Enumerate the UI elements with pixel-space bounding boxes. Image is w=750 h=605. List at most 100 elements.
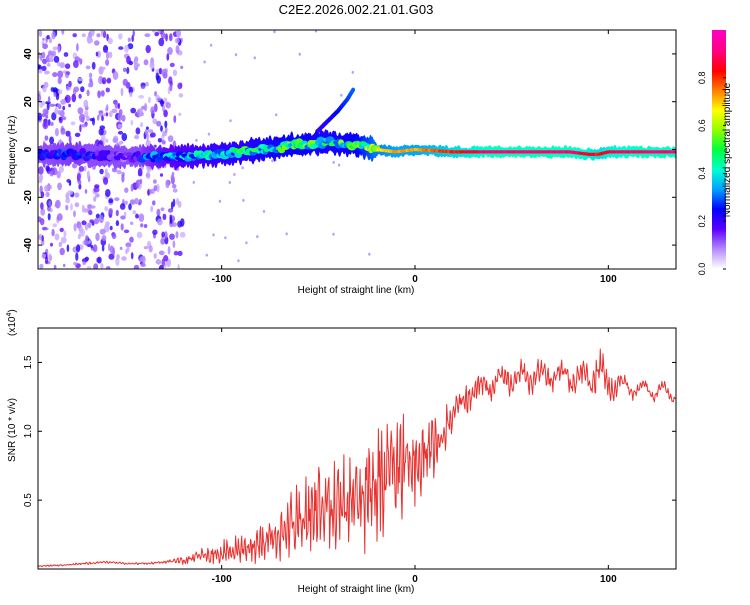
heatmap-noise-cell <box>58 241 63 247</box>
heatmap-noise-cell <box>41 65 47 71</box>
colorbar-strip <box>712 205 726 208</box>
colorbar-strip <box>712 113 726 117</box>
heatmap-noise-cell <box>120 215 126 220</box>
heatmap-noise-cell <box>79 124 82 133</box>
colorbar-strip <box>712 131 726 135</box>
heatmap-noise-cell <box>156 120 162 127</box>
heatmap-noise-cell <box>165 179 170 189</box>
heatmap-noise-cell <box>145 139 151 148</box>
heatmap-noise-cell <box>147 96 151 104</box>
heatmap-noise-cell <box>85 235 89 240</box>
heatmap-noise-cell <box>144 33 151 38</box>
heatmap-noise-cell <box>177 250 183 256</box>
heatmap-noise-cell <box>132 30 135 37</box>
heatmap-panel: -100 0 100 -40 -20 0 20 40 Height of straight … <box>7 29 677 296</box>
heatmap-y-tick-label: 40 <box>23 48 34 60</box>
heatmap-noise-cell <box>137 172 143 177</box>
heatmap-noise-cell <box>100 66 106 70</box>
snr-x-axis-label: Height of straight line (km) <box>298 584 415 595</box>
heatmap-noise-cell <box>38 216 42 223</box>
heatmap-noise-cell <box>143 246 149 250</box>
colorbar-strip <box>712 107 726 111</box>
heatmap-noise-cell <box>89 219 94 224</box>
colorbar-strip <box>712 115 726 119</box>
heatmap-noise-cell <box>102 30 107 39</box>
heatmap-noise-cell <box>101 115 104 122</box>
heatmap-noise-cell <box>111 108 118 114</box>
colorbar-strip <box>712 263 726 266</box>
heatmap-noise-cell <box>62 263 66 268</box>
colorbar-strip <box>712 133 726 137</box>
heatmap-noise-cell <box>66 85 70 91</box>
heatmap-noise-cell <box>68 103 71 108</box>
heatmap-noise-cell <box>332 232 335 236</box>
colorbar-strip <box>712 55 726 59</box>
heatmap-noise-cell <box>57 103 62 109</box>
colorbar-strip <box>712 213 726 216</box>
colorbar-strip <box>712 35 726 39</box>
heatmap-noise-cell <box>107 37 113 45</box>
colorbar-strip <box>712 53 726 57</box>
heatmap-noise-cell <box>74 192 80 198</box>
heatmap-noise-cell <box>50 242 53 247</box>
colorbar-strip <box>712 69 726 73</box>
colorbar-strip <box>712 187 726 190</box>
colorbar-strip <box>712 227 726 230</box>
heatmap-noise-cell <box>92 117 95 126</box>
colorbar-strip <box>712 207 726 210</box>
heatmap-noise-cell <box>117 102 121 110</box>
colorbar-strip <box>712 101 726 105</box>
heatmap-noise-cell <box>115 209 119 217</box>
heatmap-noise-cell <box>169 62 175 68</box>
heatmap-noise-cell <box>92 244 98 253</box>
heatmap-noise-cell <box>51 31 56 40</box>
heatmap-noise-cell <box>78 77 83 82</box>
heatmap-noise-cell <box>45 165 50 172</box>
heatmap-noise-cell <box>38 112 42 121</box>
snr-multiplier-exponent: 4 <box>6 313 13 317</box>
heatmap-noise-cell <box>118 33 123 40</box>
heatmap-noise-cell <box>78 93 82 99</box>
heatmap-noise-cell <box>111 233 117 240</box>
colorbar-strip <box>712 217 726 220</box>
heatmap-noise-cell <box>175 45 180 54</box>
heatmap-noise-cell <box>144 129 148 136</box>
heatmap-noise-cell <box>102 44 109 53</box>
colorbar-strip <box>712 193 726 196</box>
heatmap-noise-cell <box>68 80 72 88</box>
heatmap-noise-cell <box>91 61 96 70</box>
colorbar-strip <box>712 77 726 81</box>
colorbar-strip <box>712 97 726 101</box>
colorbar-strip <box>712 169 726 173</box>
colorbar-strip <box>712 79 726 83</box>
colorbar-strip <box>712 199 726 202</box>
heatmap-noise-cell <box>44 70 50 75</box>
colorbar-strip <box>712 103 726 107</box>
heatmap-noise-cell <box>124 44 129 53</box>
heatmap-noise-cell <box>128 203 132 211</box>
heatmap-noise-cell <box>133 264 140 269</box>
heatmap-x-tick-label: 100 <box>600 274 617 285</box>
heatmap-noise-cell <box>180 65 184 70</box>
heatmap-noise-cell <box>49 103 56 107</box>
colorbar-strip <box>712 137 726 141</box>
colorbar-strip <box>712 75 726 79</box>
heatmap-noise-cell <box>228 181 231 184</box>
colorbar-strip <box>712 157 726 161</box>
heatmap-noise-cell <box>140 223 144 228</box>
heatmap-noise-cell <box>65 197 71 204</box>
heatmap-noise-cell <box>46 35 50 40</box>
heatmap-noise-cell <box>271 159 274 163</box>
colorbar: 0.0 0.2 0.4 0.6 0.8 Normalized spectral ampl… <box>697 30 733 275</box>
heatmap-noise-cell <box>152 200 156 206</box>
heatmap-noise-cell <box>127 43 134 50</box>
heatmap-noise-cell <box>100 263 104 269</box>
heatmap-noise-cell <box>130 107 137 114</box>
heatmap-noise-cell <box>178 112 182 117</box>
heatmap-noise-cell <box>168 76 173 85</box>
heatmap-noise-cell <box>121 132 128 142</box>
colorbar-strip <box>712 203 726 206</box>
heatmap-noise-cell <box>207 132 211 136</box>
heatmap-noise-cell <box>63 230 67 238</box>
heatmap-noise-cell <box>42 85 47 93</box>
